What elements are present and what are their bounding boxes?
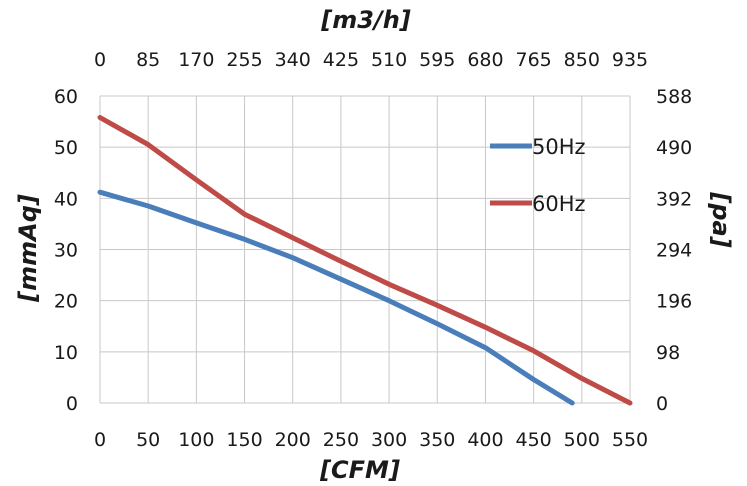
y-axis-right-title: [pa]	[707, 191, 735, 247]
x-top-tick-label: 255	[226, 49, 262, 71]
series-line-50hz	[97, 189, 575, 406]
legend-label-60hz: 60Hz	[532, 192, 586, 216]
y-left-tick-label: 50	[54, 137, 78, 159]
y-right-tick-label: 588	[656, 86, 692, 108]
x-axis-bottom-title: [CFM]	[319, 456, 400, 484]
x-top-tick-label: 425	[323, 49, 359, 71]
x-top-tick-label: 85	[136, 49, 160, 71]
x-bottom-tick-label: 0	[94, 429, 106, 451]
x-top-tick-label: 340	[275, 49, 311, 71]
y-left-tick-label: 20	[54, 291, 78, 313]
y-right-tick-label: 98	[656, 342, 680, 364]
y-right-tick-label: 490	[656, 137, 692, 159]
y-right-tick-label: 0	[656, 393, 668, 415]
x-bottom-tick-label: 550	[612, 429, 648, 451]
x-top-tick-label: 935	[612, 49, 648, 71]
x-top-tick-label: 595	[419, 49, 455, 71]
x-bottom-tick-label: 250	[323, 429, 359, 451]
x-top-tick-label: 0	[94, 49, 106, 71]
x-top-tick-label: 510	[371, 49, 407, 71]
x-bottom-tick-label: 500	[564, 429, 600, 451]
series-line-60hz	[97, 115, 633, 406]
x-bottom-tick-label: 300	[371, 429, 407, 451]
x-top-tick-label: 680	[467, 49, 503, 71]
tick-labels: 0050851001701502552003402504253005103505…	[54, 49, 692, 451]
y-right-tick-label: 196	[656, 291, 692, 313]
x-top-tick-label: 170	[178, 49, 214, 71]
y-left-tick-label: 60	[54, 86, 78, 108]
x-bottom-tick-label: 100	[178, 429, 214, 451]
y-left-tick-label: 30	[54, 240, 78, 262]
series	[97, 115, 633, 406]
x-axis-top-title: [m3/h]	[320, 6, 411, 34]
x-bottom-tick-label: 200	[275, 429, 311, 451]
y-left-tick-label: 0	[66, 393, 78, 415]
y-left-tick-label: 10	[54, 342, 78, 364]
y-right-tick-label: 392	[656, 188, 692, 210]
y-axis-left-title: [mmAq]	[14, 194, 42, 303]
y-left-tick-label: 40	[54, 188, 78, 210]
x-top-tick-label: 765	[516, 49, 552, 71]
legend: 50Hz 60Hz	[490, 135, 586, 216]
x-top-tick-label: 850	[564, 49, 600, 71]
x-bottom-tick-label: 50	[136, 429, 160, 451]
y-right-tick-label: 294	[656, 240, 692, 262]
x-bottom-tick-label: 350	[419, 429, 455, 451]
x-bottom-tick-label: 450	[516, 429, 552, 451]
x-bottom-tick-label: 400	[467, 429, 503, 451]
grid	[99, 95, 631, 404]
legend-label-50hz: 50Hz	[532, 135, 586, 159]
x-bottom-tick-label: 150	[226, 429, 262, 451]
